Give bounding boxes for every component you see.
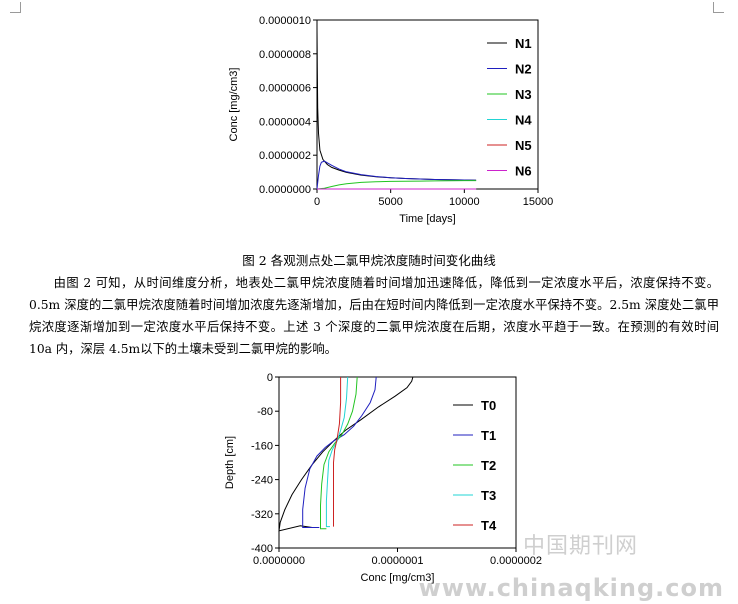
series-line-t3 xyxy=(325,376,349,528)
x-tick-label: 0 xyxy=(314,196,320,208)
y-tick-label: -320 xyxy=(251,509,273,521)
y-tick-label: 0.0000004 xyxy=(259,116,311,128)
watermark-url: www.chinaqking.com xyxy=(418,574,724,602)
x-tick-label: 0.0000001 xyxy=(372,555,424,567)
figure-caption: 图 2 各观测点处二氯甲烷浓度随时间变化曲线 xyxy=(242,253,496,268)
body-paragraph: 由图 2 可知，从时间维度分析，地表处二氯甲烷浓度随着时间增加迅速降低，降低到一… xyxy=(29,276,719,356)
y-axis-label: Depth [cm] xyxy=(224,436,236,489)
legend-label-n4: N4 xyxy=(515,113,532,128)
series-line-n3 xyxy=(316,180,477,190)
y-tick-label: -240 xyxy=(251,475,273,487)
x-tick-label: 0.0000000 xyxy=(253,555,305,567)
y-tick-label: -80 xyxy=(257,406,273,418)
y-tick-label: 0 xyxy=(267,372,273,384)
corner-crop-mark-right xyxy=(713,2,724,13)
legend-label-t3: T3 xyxy=(481,488,496,503)
x-tick-label: 15000 xyxy=(523,196,554,208)
x-axis-label: Time [days] xyxy=(399,213,455,225)
y-tick-label: 0.0000002 xyxy=(259,150,311,162)
corner-crop-mark-left xyxy=(10,2,21,13)
x-tick-label: 5000 xyxy=(378,196,402,208)
y-tick-label: -160 xyxy=(251,440,273,452)
series-line-t4 xyxy=(333,377,342,527)
y-axis-label: Conc [mg/cm3] xyxy=(228,68,240,142)
series-line-t2 xyxy=(320,376,358,530)
watermark-site-name: 中国期刊网 xyxy=(522,534,638,559)
legend-label-n6: N6 xyxy=(515,164,532,179)
legend-label-t4: T4 xyxy=(481,518,497,533)
x-tick-label: 0.0000002 xyxy=(490,555,542,567)
legend-label-t1: T1 xyxy=(481,428,496,443)
time-concentration-chart: 0 5000 10000 15000 0.0000000 0.0000002 0.00000… xyxy=(228,15,554,225)
y-tick-label: -400 xyxy=(251,543,273,555)
y-tick-label: 0.0000000 xyxy=(259,184,311,196)
series-line-t1 xyxy=(302,376,377,528)
series-line-t0 xyxy=(278,376,414,532)
y-tick-label: 0.0000006 xyxy=(259,83,311,95)
x-axis-label: Conc [mg/cm3] xyxy=(361,572,435,584)
legend-label-t0: T0 xyxy=(481,398,496,413)
legend-label-n5: N5 xyxy=(515,138,532,153)
y-tick-label: 0.0000008 xyxy=(259,49,311,61)
legend-label-t2: T2 xyxy=(481,458,496,473)
legend-label-n3: N3 xyxy=(515,87,532,102)
y-tick-label: 0.0000010 xyxy=(259,15,311,27)
legend-label-n1: N1 xyxy=(515,36,532,51)
legend-label-n2: N2 xyxy=(515,62,532,77)
x-tick-label: 10000 xyxy=(449,196,480,208)
series-line-n2 xyxy=(316,160,477,190)
